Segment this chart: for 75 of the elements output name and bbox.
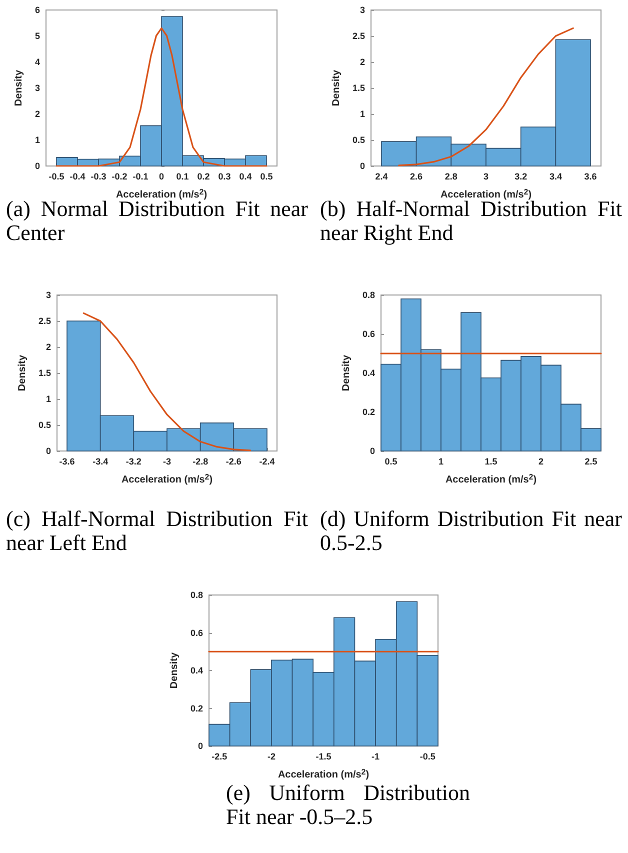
y-tick-label: 0.5: [38, 420, 51, 430]
y-tick-label: 1.5: [38, 368, 51, 378]
x-tick-label: 0: [158, 172, 164, 182]
y-tick-label: 1: [360, 109, 365, 119]
y-tick-label: 2: [360, 57, 365, 67]
x-tick-label: 0.5: [384, 456, 398, 466]
x-tick-label: 2.4: [375, 172, 388, 182]
x-tick-label: 2.8: [444, 172, 458, 182]
y-tick-label: 3: [34, 83, 40, 93]
x-tick-label: -2.6: [226, 456, 242, 466]
x-tick-label: -0.5: [420, 752, 436, 762]
x-tick-label: -3: [162, 456, 172, 466]
y-tick-label: 1.5: [352, 83, 365, 93]
y-tick-label: 5: [34, 31, 40, 41]
y-tick-label: 6: [34, 5, 40, 15]
x-tick-label: -0.4: [70, 172, 86, 182]
x-tick-label: -2.4: [259, 456, 275, 466]
x-tick-label: -0.1: [132, 172, 148, 182]
y-tick-label: 1: [34, 135, 40, 145]
y-tick-label: 0.8: [190, 590, 203, 600]
y-tick-label: 0: [370, 446, 375, 456]
y-tick-label: 3: [46, 290, 51, 300]
text: (d) Uniform Distribution Fit near 0.5-2.5: [320, 506, 622, 555]
y-axis-title: Density: [331, 70, 342, 106]
x-tick-label: 0.5: [260, 172, 273, 182]
x-tick-label: 0.1: [176, 172, 189, 182]
y-tick-label: 0: [360, 161, 365, 171]
y-tick-label: 0.5: [352, 135, 365, 145]
x-tick-label: 1.5: [484, 456, 498, 466]
x-tick-label: -2: [267, 752, 276, 762]
x-tick-label: -3.2: [126, 456, 142, 466]
x-tick-label: 3: [483, 172, 489, 182]
x-tick-label: 0.2: [197, 172, 210, 182]
y-tick-label: 0: [46, 446, 51, 456]
y-tick-label: 3: [360, 5, 365, 15]
y-tick-label: 2.5: [38, 316, 51, 326]
y-tick-label: 0.4: [190, 666, 203, 676]
x-tick-label: -1: [372, 752, 380, 762]
x-tick-label: -3.6: [59, 456, 75, 466]
x-tick-label: 1: [438, 456, 444, 466]
y-axis-title: Density: [14, 70, 25, 106]
x-tick-label: -2.8: [192, 456, 208, 466]
line-series: [56, 27, 268, 167]
y-tick-label: 0.4: [362, 368, 375, 378]
x-tick-label: 2.6: [410, 172, 423, 182]
y-tick-label: 0: [198, 741, 203, 751]
y-axis-title: Density: [17, 354, 28, 392]
y-tick-label: 0.6: [362, 329, 375, 339]
y-tick-label: 0.2: [190, 703, 203, 714]
y-tick-label: 0.6: [190, 628, 203, 638]
text: (e) Uniform Distribution Fit near -0.5–2.5: [226, 780, 470, 829]
x-tick-label: -0.2: [112, 172, 128, 182]
y-tick-label: 0.8: [362, 290, 375, 300]
y-tick-label: 0: [34, 161, 40, 171]
y-tick-label: 2: [34, 109, 40, 119]
y-tick-label: 0.2: [362, 407, 375, 417]
y-tick-label: 4: [34, 57, 40, 67]
x-tick-label: 3.6: [584, 172, 597, 182]
x-tick-label: 2: [538, 456, 544, 466]
y-axis-title: Density: [341, 354, 352, 392]
x-tick-label: -0.5: [48, 172, 64, 182]
x-tick-label: 3.2: [514, 172, 528, 182]
x-tick-label: -0.3: [90, 172, 106, 182]
y-tick-label: 2.5: [352, 31, 365, 41]
x-tick-label: 0.4: [239, 172, 252, 182]
x-tick-label: 0.3: [218, 172, 231, 182]
y-tick-label: 2: [46, 342, 51, 352]
y-tick-label: 1: [46, 394, 51, 404]
x-tick-label: 3.4: [549, 172, 562, 182]
text: (c) Half-Normal Distribution Fit near Left End: [6, 506, 308, 555]
x-tick-label: -1.5: [316, 752, 332, 762]
y-axis-title: Density: [169, 652, 180, 689]
x-tick-label: -3.4: [92, 456, 108, 466]
x-tick-label: 2.5: [584, 456, 598, 466]
x-tick-label: -2.5: [212, 752, 228, 762]
